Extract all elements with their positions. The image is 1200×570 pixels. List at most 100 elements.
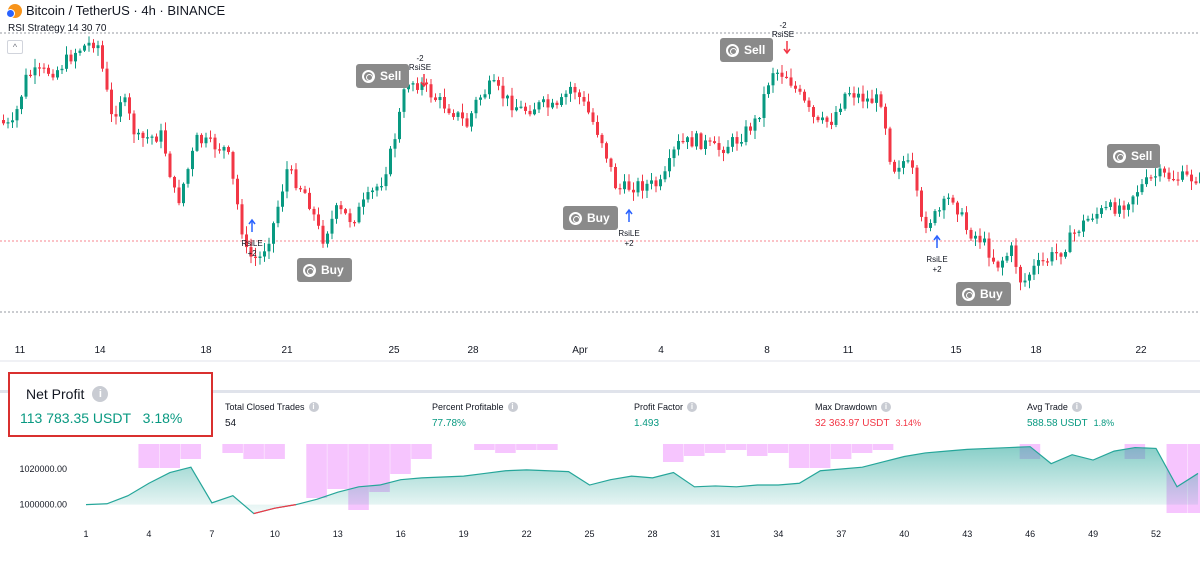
drawdown-bar — [411, 444, 432, 459]
candle-body — [888, 128, 892, 162]
candle-body — [614, 166, 617, 189]
candle-body — [1077, 231, 1081, 233]
candle-body — [335, 205, 338, 219]
candle-body — [56, 70, 59, 78]
candle-body — [524, 106, 527, 111]
candle-body — [1073, 232, 1076, 234]
candle-body — [920, 190, 923, 217]
candle-body — [542, 99, 545, 103]
candle-body — [258, 256, 262, 258]
candle-body — [906, 160, 910, 162]
sell-badge[interactable]: Sell — [720, 38, 774, 62]
info-icon[interactable]: i — [881, 402, 892, 412]
drawdown-bar — [180, 444, 201, 459]
candle-body — [717, 143, 721, 150]
collapse-chevron-icon[interactable]: ^ — [7, 40, 23, 54]
candle-body — [281, 191, 284, 207]
candle-body — [983, 238, 986, 243]
candle-body — [294, 169, 298, 189]
candle-body — [177, 187, 181, 204]
info-icon[interactable]: i — [507, 402, 518, 412]
candle-body — [38, 67, 41, 69]
candle-body — [1014, 245, 1018, 267]
candle-body — [663, 171, 667, 180]
equity-x-tick: 46 — [1025, 529, 1035, 539]
candle-body — [1028, 274, 1031, 281]
candle-body — [1082, 220, 1085, 232]
buy-badge[interactable]: Buy — [956, 282, 1011, 306]
candle-body — [839, 108, 842, 113]
candle-body — [51, 73, 55, 78]
buy-badge[interactable]: Buy — [563, 206, 618, 230]
candle-body — [677, 140, 680, 150]
candle-body — [960, 212, 964, 215]
stat-profit-factor[interactable]: Profit Factor i 1.493 — [634, 402, 698, 429]
candle-body — [1118, 205, 1121, 214]
price-x-axis: 11 14 18 21 25 28 Apr 4 8 11 15 18 22 — [15, 345, 1147, 356]
candle-body — [803, 91, 806, 101]
net-profit-card[interactable]: Net Profit i 113 783.35 USDT 3.18% — [8, 372, 213, 437]
candle-body — [371, 190, 374, 193]
drawdown-bar — [243, 444, 264, 459]
candle-body — [447, 108, 451, 114]
stat-value: 54 — [225, 418, 237, 429]
price-x-tick: 22 — [1135, 345, 1147, 356]
candle-body — [420, 82, 424, 90]
candle-body — [560, 97, 563, 106]
equity-x-tick: 19 — [459, 529, 469, 539]
drawdown-bar — [516, 444, 537, 450]
candle-body — [785, 76, 788, 79]
candle-body — [47, 67, 50, 74]
drawdown-bar — [767, 444, 789, 453]
drawdown-bar — [537, 444, 558, 450]
info-icon[interactable]: i — [1071, 402, 1082, 412]
info-icon[interactable]: i — [92, 386, 109, 402]
drawdown-bar — [872, 444, 894, 450]
stat-max-drawdown[interactable]: Max Drawdown i 32 363.97 USDT 3.14% — [815, 402, 921, 429]
candle-body — [65, 54, 68, 69]
candle-body — [681, 140, 685, 143]
badge-label: Buy — [321, 263, 344, 277]
sell-badge[interactable]: Sell — [1107, 144, 1161, 168]
net-profit-label: Net Profit i — [26, 386, 109, 402]
candle-body — [339, 205, 343, 210]
symbol-title[interactable]: Bitcoin / TetherUS · 4h · BINANCE — [26, 3, 226, 18]
stat-percent-profitable[interactable]: Percent Profitable i 77.78% — [432, 402, 518, 429]
info-icon[interactable]: i — [687, 402, 698, 412]
info-icon[interactable]: i — [308, 402, 319, 412]
candle-body — [20, 96, 23, 110]
drawdown-bar — [662, 444, 684, 462]
buy-badge[interactable]: Buy — [297, 258, 352, 282]
candle-body — [83, 45, 86, 51]
strategy-label[interactable]: RSI Strategy 14 30 70 — [8, 23, 107, 34]
candle-body — [1010, 245, 1013, 256]
candle-body — [1068, 232, 1072, 252]
drawdown-bar — [306, 444, 327, 498]
candle-body — [87, 42, 91, 46]
candle-body — [884, 106, 887, 129]
candle-body — [852, 93, 856, 98]
signal-label: RsiLE — [618, 229, 639, 238]
candle-body — [366, 192, 370, 200]
candle-body — [942, 198, 946, 211]
candle-body — [978, 235, 982, 243]
candle-body — [1167, 172, 1171, 179]
candle-body — [780, 72, 784, 77]
candle-body — [375, 186, 379, 191]
candle-body — [438, 96, 442, 101]
candle-body — [1109, 202, 1112, 207]
stat-avg-trade[interactable]: Avg Trade i 588.58 USDT 1.8% — [1027, 402, 1114, 429]
sell-badge[interactable]: Sell — [356, 64, 410, 88]
candle-body — [659, 179, 662, 187]
candle-body — [150, 136, 154, 138]
drawdown-bar — [788, 444, 810, 468]
candle-body — [938, 210, 941, 212]
candle-body — [393, 139, 397, 149]
candle-body — [515, 107, 518, 111]
candle-body — [173, 176, 176, 188]
stat-total-closed-trades[interactable]: Total Closed Trades i 54 — [225, 402, 319, 429]
candle-body — [555, 102, 559, 106]
equity-chart[interactable]: 1020000.00 1000000.00 1 4 7 10 13 16 19 22 25 28 31… — [0, 440, 1200, 570]
candle-body — [618, 188, 622, 190]
